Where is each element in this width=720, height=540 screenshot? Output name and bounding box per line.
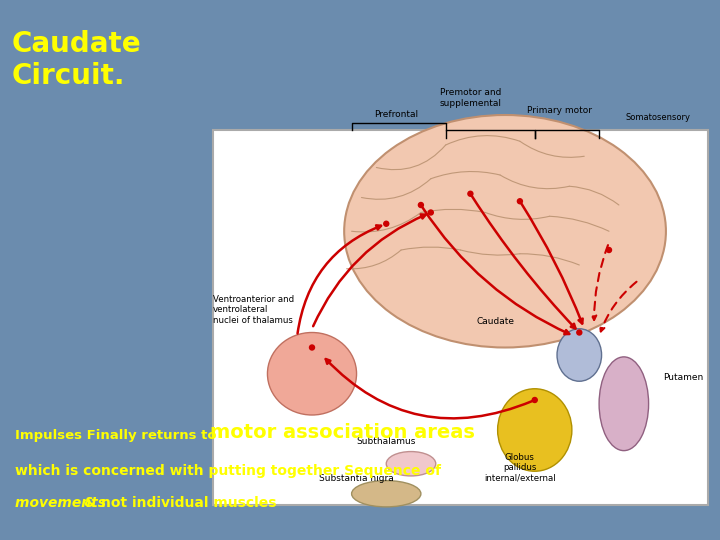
FancyArrowPatch shape bbox=[592, 245, 608, 320]
Circle shape bbox=[384, 221, 389, 226]
FancyArrowPatch shape bbox=[297, 225, 381, 334]
Text: Somatosensory: Somatosensory bbox=[626, 113, 691, 123]
Text: which is concerned with putting together Sequence of: which is concerned with putting together… bbox=[15, 464, 441, 478]
Text: Putamen: Putamen bbox=[663, 373, 703, 382]
Circle shape bbox=[532, 397, 537, 402]
Circle shape bbox=[606, 247, 611, 253]
Ellipse shape bbox=[351, 481, 421, 507]
Text: Caudate
Circuit.: Caudate Circuit. bbox=[12, 30, 142, 90]
Ellipse shape bbox=[557, 329, 602, 381]
Text: Subthalamus: Subthalamus bbox=[356, 437, 416, 445]
Text: Substantia nigra: Substantia nigra bbox=[319, 474, 394, 483]
Ellipse shape bbox=[344, 115, 666, 348]
Text: Ventroanterior and
ventrolateral
nuclei of thalamus: Ventroanterior and ventrolateral nuclei … bbox=[213, 295, 294, 325]
Ellipse shape bbox=[498, 389, 572, 471]
FancyArrowPatch shape bbox=[325, 359, 532, 418]
Text: Prefrontal: Prefrontal bbox=[374, 110, 418, 119]
FancyArrowPatch shape bbox=[472, 196, 575, 328]
Text: movements: movements bbox=[15, 496, 111, 510]
Ellipse shape bbox=[599, 357, 649, 450]
Circle shape bbox=[418, 202, 423, 207]
Text: & not individual muscles: & not individual muscles bbox=[84, 496, 276, 510]
Circle shape bbox=[310, 345, 315, 350]
Circle shape bbox=[518, 199, 523, 204]
Circle shape bbox=[468, 191, 473, 196]
Bar bbox=[213, 130, 708, 505]
Text: Premotor and
supplemental: Premotor and supplemental bbox=[439, 88, 501, 107]
Text: motor association areas: motor association areas bbox=[210, 423, 475, 442]
FancyArrowPatch shape bbox=[313, 214, 426, 326]
FancyArrowPatch shape bbox=[521, 204, 582, 323]
Ellipse shape bbox=[267, 333, 356, 415]
Text: Caudate: Caudate bbox=[476, 318, 514, 327]
Ellipse shape bbox=[386, 451, 436, 476]
Circle shape bbox=[428, 210, 433, 215]
Circle shape bbox=[577, 330, 582, 335]
Text: Primary motor: Primary motor bbox=[527, 106, 592, 115]
FancyArrowPatch shape bbox=[600, 282, 636, 332]
Text: Impulses Finally returns to: Impulses Finally returns to bbox=[15, 429, 226, 442]
FancyArrowPatch shape bbox=[423, 207, 570, 334]
Text: Globus
pallidus
internal/external: Globus pallidus internal/external bbox=[484, 453, 556, 482]
